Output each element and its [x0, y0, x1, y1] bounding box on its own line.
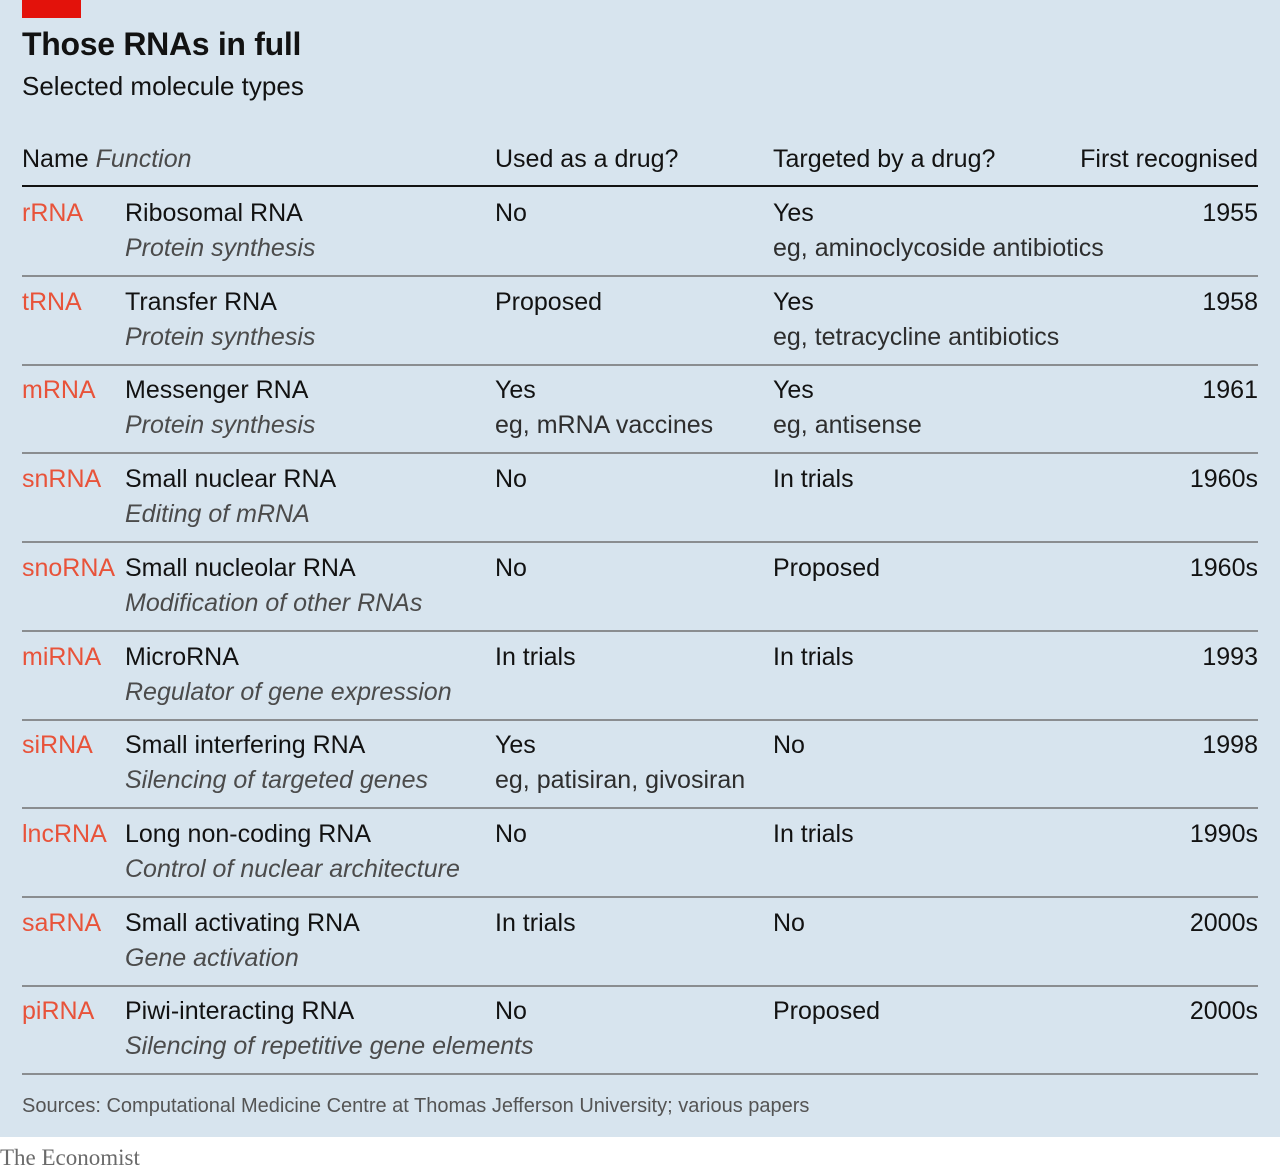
row-function: Regulator of gene expression [125, 677, 452, 706]
row-name: MicroRNA [125, 642, 239, 671]
table-row: tRNA Transfer RNA Protein synthesis Propose… [0, 276, 1280, 366]
row-targeted-by-drug: No [773, 731, 805, 760]
row-targeted-by-drug: In trials [773, 465, 854, 494]
row-used-as-drug: Yes [495, 376, 536, 405]
chart-subtitle: Selected molecule types [22, 71, 304, 101]
row-abbreviation: rRNA [22, 199, 84, 227]
row-first-recognised: 1990s [1189, 819, 1258, 848]
row-function: Gene activation [125, 943, 299, 972]
row-function: Silencing of repetitive gene elements [125, 1032, 534, 1061]
row-name: Small nuclear RNA [125, 465, 337, 494]
row-abbreviation: snRNA [22, 465, 102, 494]
row-divider [22, 984, 1258, 987]
header-function: Function [95, 145, 192, 173]
row-targeted-by-drug: In trials [773, 819, 854, 848]
row-targeted-note: eg, antisense [773, 411, 922, 440]
row-divider [22, 363, 1258, 366]
row-function: Silencing of targeted genes [125, 766, 428, 795]
row-name: Small nucleolar RNA [125, 553, 356, 582]
row-first-recognised: 1958 [1202, 287, 1258, 316]
table-row: snRNA Small nuclear RNA Editing of mRNA No I… [0, 453, 1280, 544]
row-abbreviation: piRNA [22, 997, 95, 1026]
row-targeted-by-drug: In trials [773, 642, 854, 671]
row-used-as-drug: No [495, 997, 527, 1026]
row-used-note: eg, mRNA vaccines [495, 411, 714, 440]
row-used-as-drug: No [495, 465, 527, 494]
row-used-as-drug: In trials [495, 642, 576, 671]
row-targeted-by-drug: Yes [773, 287, 814, 316]
chart-title: Those RNAs in full [22, 26, 302, 62]
row-abbreviation: snoRNA [22, 553, 116, 582]
row-targeted-by-drug: No [773, 908, 805, 937]
row-divider [22, 1073, 1258, 1076]
row-abbreviation: miRNA [22, 642, 102, 671]
row-name: Messenger RNA [125, 376, 309, 405]
chart-panel: Those RNAs in full Selected molecule typ… [0, 0, 1280, 1137]
source-note: Sources: Computational Medicine Centre a… [22, 1095, 810, 1117]
row-abbreviation: tRNA [22, 287, 82, 316]
row-name: Ribosomal RNA [125, 199, 303, 227]
row-name: Piwi-interacting RNA [125, 997, 355, 1026]
row-targeted-by-drug: Yes [773, 199, 814, 227]
row-name: Small activating RNA [125, 908, 360, 937]
row-used-as-drug: No [495, 199, 527, 227]
row-first-recognised: 1960s [1189, 553, 1258, 582]
table-row: piRNA Piwi-interacting RNA Silencing of re… [0, 985, 1280, 1076]
row-used-as-drug: Proposed [495, 287, 603, 316]
header-targeted: Targeted by a drug? [773, 145, 996, 173]
row-divider [22, 807, 1258, 810]
row-first-recognised: 1998 [1202, 731, 1258, 760]
table-row: mRNA Messenger RNA Protein synthesis Yes eg,… [0, 364, 1280, 455]
economist-logo: The Economist [0, 1145, 140, 1170]
row-abbreviation: siRNA [22, 731, 93, 760]
row-divider [22, 718, 1258, 721]
table-row: siRNA Small interfering RNA Silencing of t… [0, 719, 1280, 810]
row-first-recognised: 1993 [1202, 642, 1258, 671]
row-used-as-drug: In trials [495, 908, 576, 937]
row-abbreviation: lncRNA [22, 819, 107, 848]
row-targeted-by-drug: Proposed [773, 553, 881, 582]
row-divider [22, 895, 1258, 898]
table-row: miRNA MicroRNA Regulator of gene expressio… [0, 631, 1280, 721]
row-function: Modification of other RNAs [125, 588, 423, 617]
row-function: Control of nuclear architecture [125, 854, 460, 883]
header-rule [22, 185, 1258, 187]
row-abbreviation: mRNA [22, 376, 96, 405]
table-row: rRNA Ribosomal RNA Protein synthesis No Yes e… [0, 187, 1280, 277]
table-row: lncRNA Long non-coding RNA Control of nucl… [0, 808, 1280, 898]
row-targeted-by-drug: Yes [773, 376, 814, 405]
row-function: Editing of mRNA [125, 500, 310, 529]
header-name-function: Name Function [22, 145, 192, 174]
row-name: Transfer RNA [125, 287, 277, 316]
header-first-recognised: First recognised [1080, 145, 1258, 173]
row-first-recognised: 2000s [1189, 908, 1258, 937]
table-row: snoRNA Small nucleolar RNA Modification of… [0, 542, 1280, 632]
row-divider [22, 452, 1258, 455]
row-name: Long non-coding RNA [125, 819, 371, 848]
row-divider [22, 629, 1258, 632]
row-first-recognised: 2000s [1189, 997, 1258, 1026]
row-function: Protein synthesis [125, 234, 316, 262]
row-first-recognised: 1955 [1202, 199, 1258, 227]
row-first-recognised: 1961 [1202, 376, 1258, 405]
row-divider [22, 275, 1258, 277]
row-divider [22, 541, 1258, 544]
row-used-note: eg, patisiran, givosiran [495, 766, 746, 795]
row-name: Small interfering RNA [125, 731, 366, 760]
row-abbreviation: saRNA [22, 908, 102, 937]
header-name: Name [22, 145, 89, 173]
row-used-as-drug: No [495, 553, 527, 582]
row-first-recognised: 1960s [1189, 465, 1258, 494]
row-function: Protein synthesis [125, 322, 316, 351]
row-targeted-by-drug: Proposed [773, 997, 881, 1026]
row-function: Protein synthesis [125, 411, 316, 440]
brand-red-tag [22, 0, 81, 18]
table-row: saRNA Small activating RNA Gene activation… [0, 897, 1280, 987]
row-targeted-note: eg, tetracycline antibiotics [773, 322, 1060, 351]
row-used-as-drug: No [495, 819, 527, 848]
header-used: Used as a drug? [495, 145, 679, 173]
row-targeted-note: eg, aminoclycoside antibiotics [773, 234, 1104, 262]
row-used-as-drug: Yes [495, 731, 536, 760]
